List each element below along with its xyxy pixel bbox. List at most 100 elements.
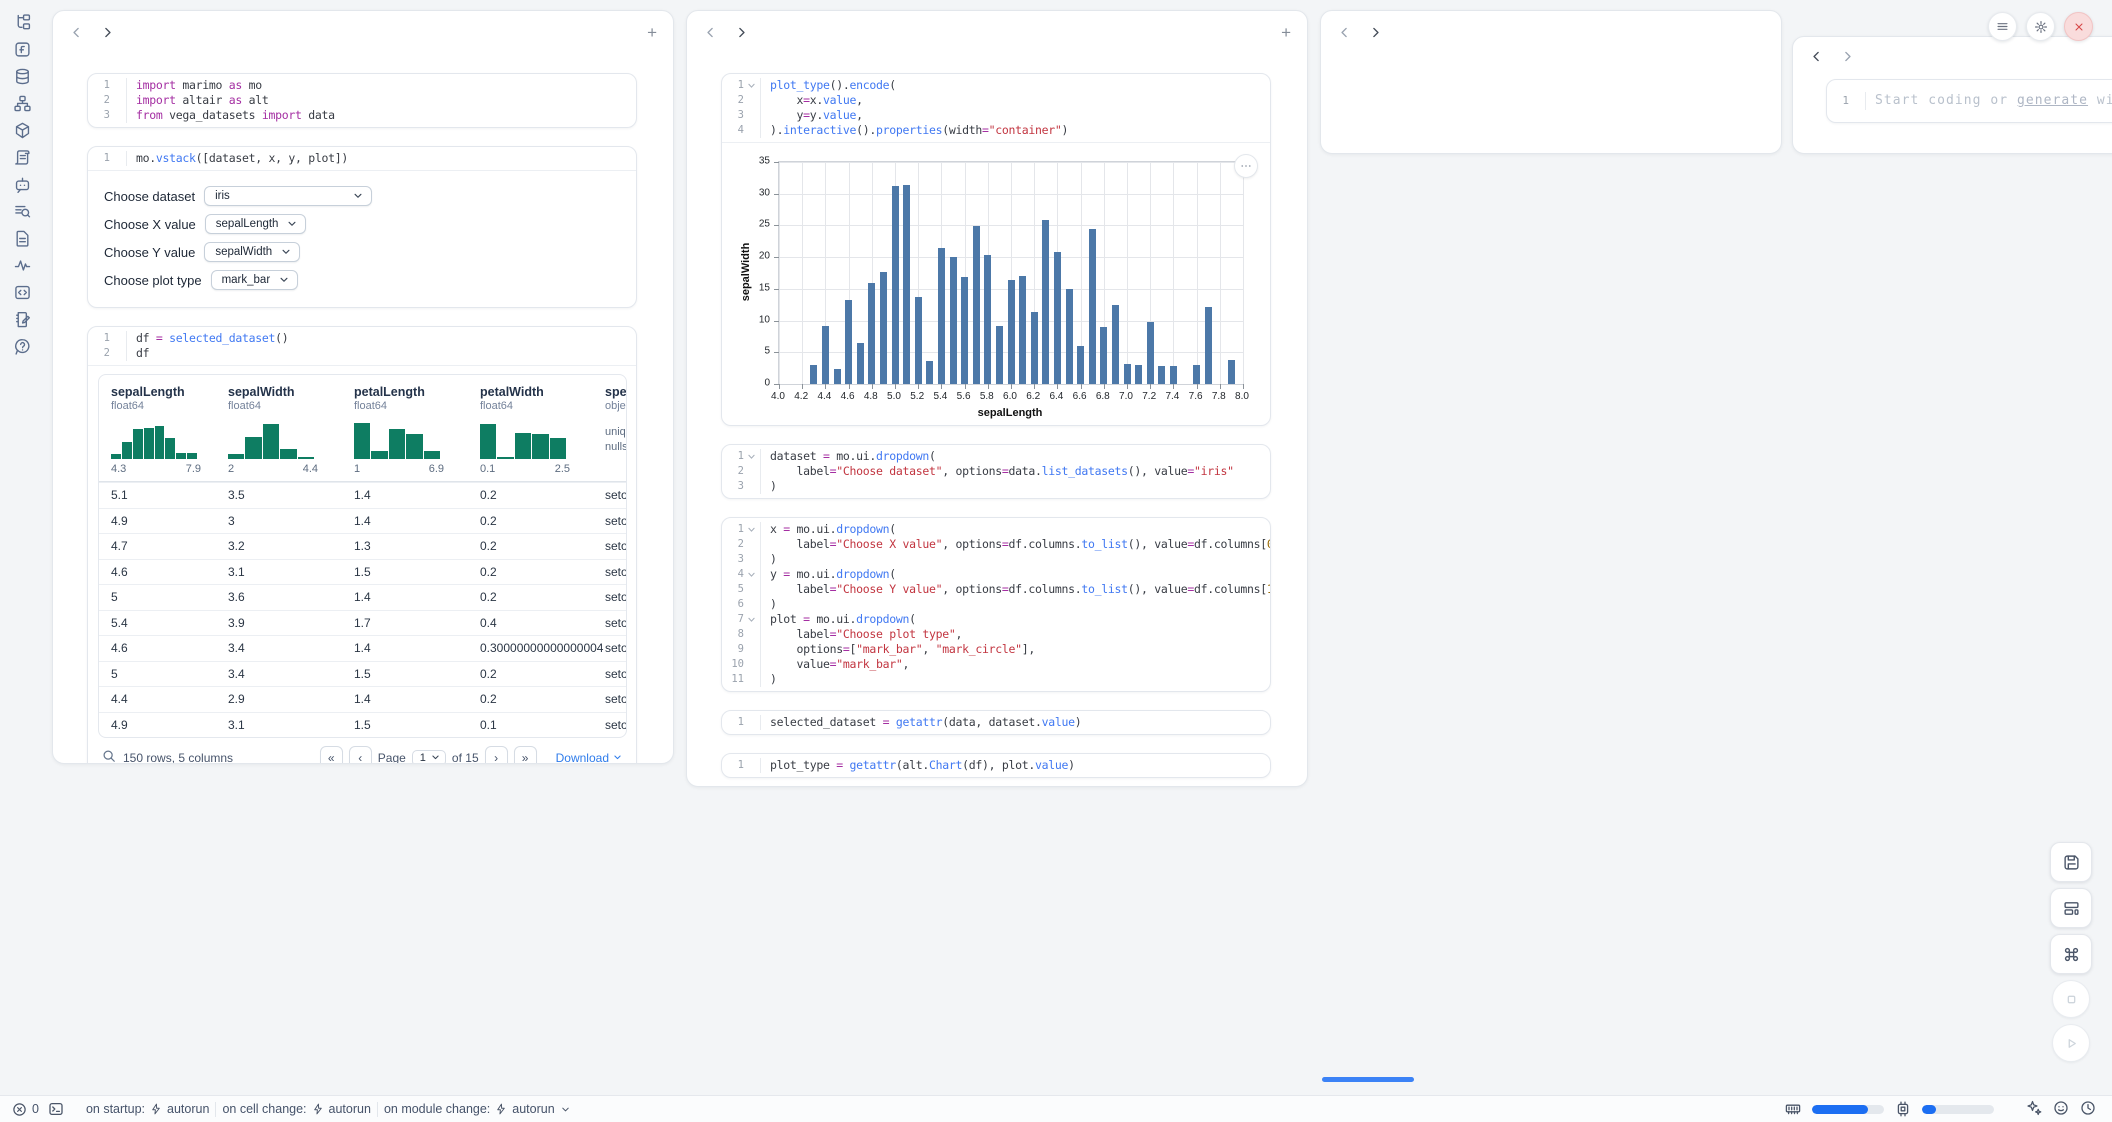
chart-bar[interactable]: [1193, 364, 1201, 384]
table-column-header[interactable]: petalLength float64 1 6.9: [354, 385, 444, 475]
table-column-header[interactable]: petalWidth float64 0.1 2.5: [480, 385, 570, 475]
package-cube-icon[interactable]: [14, 122, 31, 139]
code-line[interactable]: 1 mo.vstack([dataset, x, y, plot]): [88, 151, 636, 166]
search-icon[interactable]: [102, 749, 116, 763]
table-row[interactable]: 4.4 2.9 1.4 0.2 setosa: [99, 686, 626, 712]
chart-bar[interactable]: [937, 248, 945, 384]
code-line[interactable]: 11): [722, 672, 1270, 687]
cell-selected-dataset[interactable]: 1 selected_dataset = getattr(data, datase…: [721, 710, 1271, 735]
column-prev-icon[interactable]: [703, 25, 717, 39]
cell-plot[interactable]: 1 plot_type().encode(2 x=x.value, 3 y=y.va…: [721, 73, 1271, 426]
fold-chevron-icon[interactable]: [744, 449, 758, 464]
code-line[interactable]: 3): [722, 479, 1270, 494]
table-row[interactable]: 5.4 3.9 1.7 0.4 setosa: [99, 609, 626, 636]
table-row[interactable]: 4.7 3.2 1.3 0.2 setosa: [99, 533, 626, 559]
code-line[interactable]: 6): [722, 597, 1270, 612]
column-next-icon[interactable]: [1368, 25, 1382, 39]
cell-imports[interactable]: 1 import marimo as mo 2 import altair as al…: [87, 73, 637, 128]
code-snippets-icon[interactable]: [14, 284, 31, 301]
code-line[interactable]: 1 dataset = mo.ui.dropdown(: [722, 449, 1270, 464]
table-row[interactable]: 4.9 3.1 1.5 0.1 setosa: [99, 711, 626, 738]
code-line[interactable]: 10 value="mark_bar",: [722, 657, 1270, 672]
chart-bar[interactable]: [1088, 228, 1096, 384]
code-line[interactable]: 3 from vega_datasets import data: [88, 108, 636, 123]
column-next-icon[interactable]: [1840, 49, 1854, 63]
page-select[interactable]: 1: [411, 749, 446, 763]
code-line[interactable]: 1 Start coding or generate with AI: [1827, 92, 2112, 110]
layout-panels-button[interactable]: [2050, 888, 2092, 928]
close-icon[interactable]: [2064, 12, 2093, 41]
chart-bar[interactable]: [1065, 288, 1073, 384]
run-all-button[interactable]: [2052, 1024, 2090, 1062]
menu-button[interactable]: [1988, 12, 2017, 41]
chart-bar[interactable]: [1158, 365, 1166, 384]
chart-bar[interactable]: [891, 186, 899, 384]
chat-bot-icon[interactable]: [14, 176, 31, 193]
chart-bar[interactable]: [1111, 304, 1119, 384]
code-line[interactable]: 2 df: [88, 346, 636, 361]
code-line[interactable]: 7 plot = mo.ui.dropdown(: [722, 612, 1270, 627]
cell-vstack[interactable]: 1 mo.vstack([dataset, x, y, plot]) Choose…: [87, 146, 637, 308]
code-line[interactable]: 2 label="Choose X value", options=df.col…: [722, 537, 1270, 552]
chart-bar[interactable]: [1204, 306, 1212, 384]
chart-bar[interactable]: [1019, 275, 1027, 384]
dropdown-choose-plot-type[interactable]: mark_bar: [210, 270, 299, 290]
chart-bar[interactable]: [1169, 366, 1177, 384]
assistant-icon[interactable]: [2053, 1100, 2069, 1119]
chart-bar[interactable]: [1007, 279, 1015, 384]
runtime-config-on-startup[interactable]: on startup: autorun: [85, 1102, 210, 1116]
help-bubble-icon[interactable]: [14, 338, 31, 355]
code-line[interactable]: 3 y=y.value,: [722, 108, 1270, 123]
code-line[interactable]: 5 label="Choose Y value", options=df.col…: [722, 582, 1270, 597]
cell-dataset-dropdown[interactable]: 1 dataset = mo.ui.dropdown(2 label="Choos…: [721, 444, 1271, 499]
chart-plot-area[interactable]: [774, 161, 1244, 389]
table-row[interactable]: 5.1 3.5 1.4 0.2 setosa: [99, 482, 626, 508]
ai-sparkles-icon[interactable]: [2026, 1100, 2042, 1119]
dropdown-choose-dataset[interactable]: iris: [204, 186, 373, 206]
chart-bar[interactable]: [1077, 345, 1085, 384]
first-page-button[interactable]: «: [319, 746, 343, 763]
database-icon[interactable]: [14, 68, 31, 85]
file-tree-icon[interactable]: [14, 14, 31, 31]
table-row[interactable]: 5 3.4 1.5 0.2 setosa: [99, 660, 626, 687]
chart-bar[interactable]: [961, 276, 969, 384]
code-line[interactable]: 8 label="Choose plot type",: [722, 627, 1270, 642]
table-row[interactable]: 5 3.6 1.4 0.2 setosa: [99, 584, 626, 610]
chart-bar[interactable]: [833, 369, 841, 384]
table-column-header[interactable]: speciesobjectunique:nulls:: [605, 385, 627, 453]
chart-options-icon[interactable]: [1234, 154, 1258, 178]
logs-scroll-icon[interactable]: [14, 149, 31, 166]
chart-bar[interactable]: [879, 271, 887, 384]
chart-bar[interactable]: [995, 325, 1003, 384]
add-column-button[interactable]: +: [1281, 22, 1291, 42]
next-page-button[interactable]: ›: [484, 746, 508, 763]
chart-bar[interactable]: [1100, 326, 1108, 384]
search-list-icon[interactable]: [14, 203, 31, 220]
code-line[interactable]: 1 x = mo.ui.dropdown(: [722, 522, 1270, 537]
table-column-header[interactable]: sepalWidth float64 2 4.4: [228, 385, 318, 475]
empty-cell[interactable]: 1 Start coding or generate with AI: [1826, 79, 2112, 123]
chart-bar[interactable]: [868, 283, 876, 384]
runtime-config-on-module-change[interactable]: on module change: autorun: [384, 1102, 571, 1116]
chart-bar[interactable]: [810, 364, 818, 384]
dropdown-choose-y-value[interactable]: sepalWidth: [204, 242, 301, 262]
cell-dataframe[interactable]: 1 df = selected_dataset() 2 df sepalLength f…: [87, 326, 637, 763]
terminal-button[interactable]: [48, 1101, 64, 1117]
code-line[interactable]: 1 plot_type().encode(: [722, 78, 1270, 93]
save-button[interactable]: [2050, 842, 2092, 882]
chart-bar[interactable]: [1042, 220, 1050, 384]
code-line[interactable]: 4).interactive().properties(width="conta…: [722, 123, 1270, 138]
chart-bar[interactable]: [856, 343, 864, 384]
chart-bar[interactable]: [914, 297, 922, 384]
code-line[interactable]: 1 selected_dataset = getattr(data, datase…: [722, 715, 1270, 730]
chart-bar[interactable]: [926, 360, 934, 384]
fold-chevron-icon[interactable]: [744, 522, 758, 537]
chart-bar[interactable]: [903, 184, 911, 384]
dropdown-choose-x-value[interactable]: sepalLength: [204, 214, 307, 234]
code-line[interactable]: 9 options=["mark_bar", "mark_circle"],: [722, 642, 1270, 657]
table-row[interactable]: 4.9 3 1.4 0.2 setosa: [99, 507, 626, 534]
download-button[interactable]: Download: [556, 751, 622, 763]
chart-bar[interactable]: [821, 326, 829, 384]
settings-gear-icon[interactable]: [2026, 12, 2055, 41]
code-line[interactable]: 1 import marimo as mo: [88, 78, 636, 93]
